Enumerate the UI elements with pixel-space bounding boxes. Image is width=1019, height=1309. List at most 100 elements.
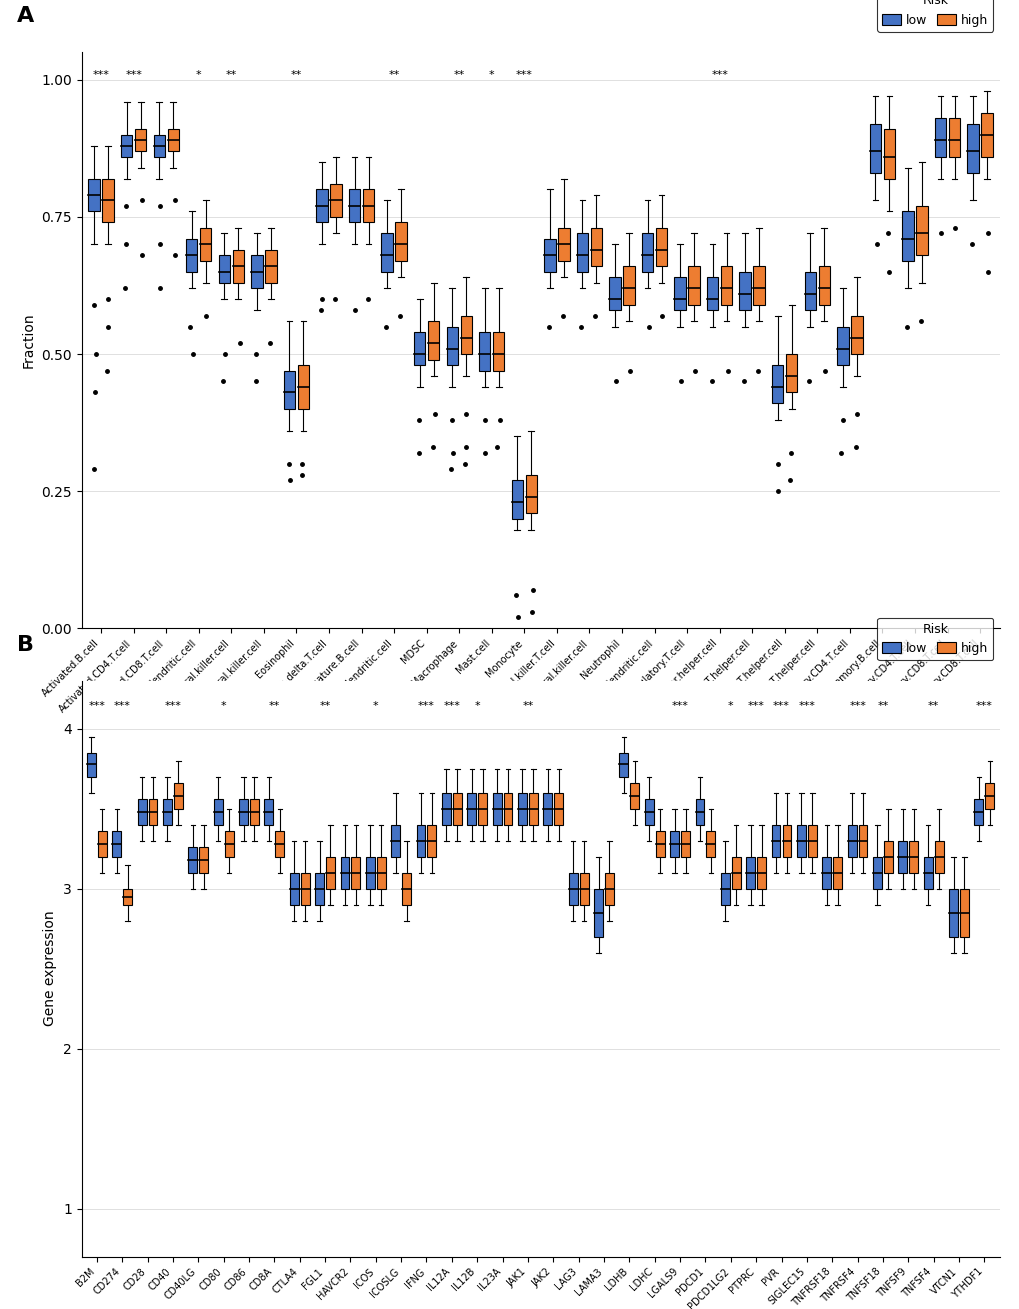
Text: ***: *** — [849, 702, 865, 711]
Bar — [619, 753, 628, 776]
Bar — [363, 190, 374, 223]
Bar — [348, 190, 360, 223]
Bar — [933, 840, 943, 873]
Bar — [984, 783, 994, 809]
Text: B: B — [17, 635, 35, 654]
Bar — [251, 255, 262, 288]
Bar — [173, 783, 182, 809]
Bar — [557, 228, 569, 260]
Text: **: ** — [268, 702, 279, 711]
Bar — [381, 233, 392, 272]
Text: ***: *** — [772, 702, 789, 711]
Text: A: A — [17, 7, 35, 26]
Bar — [265, 250, 276, 283]
Text: **: ** — [876, 702, 888, 711]
Text: ***: *** — [125, 69, 142, 80]
Text: **: ** — [453, 69, 465, 80]
Bar — [340, 856, 350, 889]
Bar — [915, 206, 926, 255]
Bar — [391, 825, 399, 856]
Bar — [232, 250, 244, 283]
Bar — [746, 856, 754, 889]
Bar — [200, 228, 211, 260]
Bar — [973, 798, 982, 825]
Bar — [102, 178, 114, 223]
Bar — [796, 825, 805, 856]
Bar — [512, 480, 523, 518]
Bar — [298, 365, 309, 408]
Bar — [872, 856, 881, 889]
Bar — [428, 321, 439, 360]
Bar — [898, 840, 907, 873]
Text: ***: *** — [516, 69, 532, 80]
Bar — [138, 798, 147, 825]
Text: ***: *** — [89, 702, 105, 711]
Bar — [593, 889, 602, 937]
Text: **: ** — [319, 702, 330, 711]
Bar — [933, 118, 946, 157]
Bar — [401, 873, 411, 905]
Text: ***: *** — [798, 702, 814, 711]
Bar — [553, 793, 562, 825]
Bar — [804, 272, 815, 310]
Text: **: ** — [290, 69, 302, 80]
Bar — [395, 223, 407, 260]
Bar — [569, 873, 577, 905]
Bar — [706, 831, 714, 856]
Bar — [123, 889, 131, 905]
Bar — [525, 475, 536, 513]
Bar — [655, 228, 666, 266]
Bar — [883, 840, 892, 873]
Bar — [326, 856, 334, 889]
Bar — [316, 190, 327, 223]
Bar — [87, 753, 96, 776]
Bar — [149, 798, 157, 825]
Bar — [674, 278, 685, 310]
Bar — [818, 266, 829, 305]
Text: ***: *** — [164, 702, 181, 711]
Bar — [858, 825, 866, 856]
Text: *: * — [488, 69, 494, 80]
Bar — [218, 255, 230, 283]
Bar — [366, 856, 374, 889]
Bar — [135, 130, 147, 151]
Bar — [771, 365, 783, 403]
Bar — [695, 798, 704, 825]
Bar — [492, 793, 501, 825]
Text: ***: *** — [443, 702, 460, 711]
Bar — [908, 840, 917, 873]
Bar — [275, 831, 284, 856]
Bar — [869, 123, 880, 173]
Bar — [301, 873, 310, 905]
Bar — [688, 266, 699, 305]
Bar — [923, 856, 931, 889]
Text: *: * — [728, 702, 733, 711]
Bar — [315, 873, 324, 905]
Text: ***: *** — [418, 702, 434, 711]
Text: ***: *** — [671, 702, 688, 711]
Bar — [238, 798, 248, 825]
Bar — [706, 278, 717, 310]
Y-axis label: Gene expression: Gene expression — [44, 911, 57, 1026]
Text: *: * — [474, 702, 480, 711]
Bar — [283, 370, 294, 408]
Bar — [630, 783, 639, 809]
Bar — [720, 266, 732, 305]
Bar — [441, 793, 450, 825]
Bar — [821, 856, 830, 889]
Bar — [224, 831, 233, 856]
Bar — [189, 847, 197, 873]
Bar — [427, 825, 436, 856]
Bar — [720, 873, 729, 905]
Bar — [518, 793, 527, 825]
Bar — [579, 873, 588, 905]
Bar — [452, 793, 462, 825]
Bar — [576, 233, 588, 272]
Bar — [503, 793, 512, 825]
Bar — [414, 332, 425, 365]
Bar — [669, 831, 679, 856]
Text: **: ** — [522, 702, 533, 711]
Bar — [948, 118, 959, 157]
Bar — [529, 793, 537, 825]
Text: ***: *** — [975, 702, 991, 711]
